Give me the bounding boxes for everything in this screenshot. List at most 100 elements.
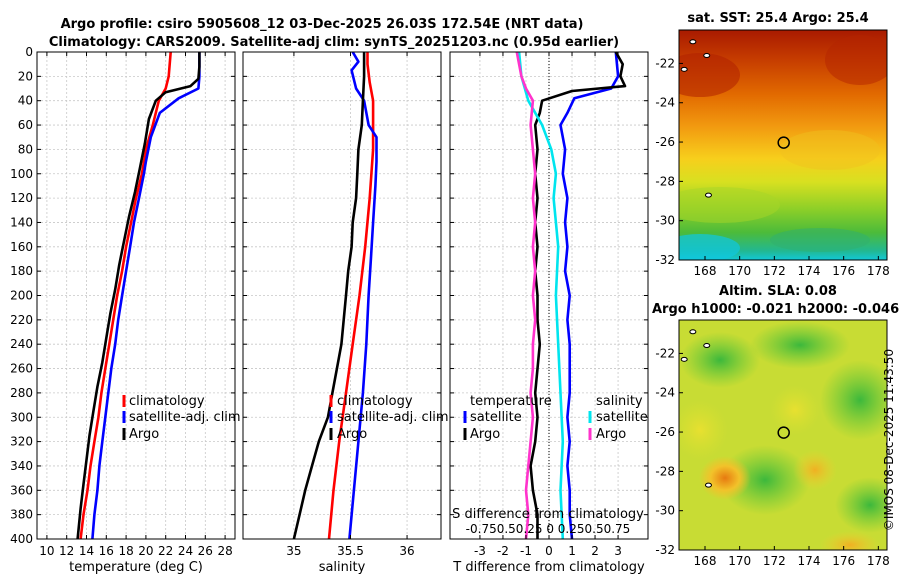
legend-satellite: satellite-adj. clim bbox=[129, 410, 241, 425]
island-marker bbox=[703, 53, 711, 59]
series-t-satellite bbox=[559, 51, 620, 540]
x-tick-label: -2 bbox=[497, 544, 509, 558]
legend-s-satellite: satellite bbox=[596, 410, 648, 425]
sla-high-anomaly bbox=[679, 400, 728, 460]
sst-warm-patch bbox=[825, 35, 887, 85]
sla-low-anomaly bbox=[750, 321, 850, 369]
series-argo bbox=[292, 52, 366, 540]
y-tick-label: 340 bbox=[10, 459, 33, 473]
x-tick-label: 174 bbox=[798, 554, 821, 568]
sla-map-subtitle: Argo h1000: -0.021 h2000: -0.046 bbox=[652, 302, 899, 317]
y-tick-label: -26 bbox=[655, 135, 675, 149]
s-difference-ticklabels: -0.750.50.25 0 0.250.50.75 bbox=[466, 522, 631, 536]
legend-climatology: climatology bbox=[129, 394, 205, 409]
y-tick-label: 280 bbox=[10, 386, 33, 400]
x-tick-label: 20 bbox=[138, 544, 153, 558]
island-marker bbox=[689, 329, 697, 335]
x-tick-label: 0 bbox=[545, 544, 553, 558]
legend-s-argo: Argo bbox=[596, 427, 626, 442]
legend-argo: Argo bbox=[337, 427, 367, 442]
y-tick-label: -30 bbox=[655, 214, 675, 228]
salinity-panel: 35 35.5 36 salinity bbox=[242, 51, 442, 575]
x-axis-label: temperature (deg C) bbox=[69, 560, 203, 575]
sla-high-anomaly bbox=[770, 385, 820, 435]
x-tick-label: 172 bbox=[763, 264, 786, 278]
series-t-argo bbox=[529, 51, 627, 539]
legend-temperature-title: temperature bbox=[470, 394, 552, 409]
y-tick-label: 180 bbox=[10, 264, 33, 278]
sla-low-anomaly bbox=[835, 477, 887, 533]
x-tick-label: 174 bbox=[798, 264, 821, 278]
sst-green-patch bbox=[679, 187, 780, 223]
sst-yellow-patch bbox=[780, 130, 880, 170]
sst-warm-patch bbox=[679, 53, 740, 97]
legend-t-satellite: satellite bbox=[470, 410, 522, 425]
sst-map-title: sat. SST: 25.4 Argo: 25.4 bbox=[687, 11, 868, 26]
temperature-legend: climatology satellite-adj. clim Argo bbox=[122, 394, 241, 442]
y-tick-label: 140 bbox=[10, 215, 33, 229]
x-tick-label: 35.5 bbox=[337, 544, 364, 558]
series-satellite-adj-clim bbox=[348, 51, 378, 540]
x-tick-label: 176 bbox=[832, 264, 855, 278]
sst-map-axes: 168 170 172 174 176 178 -22 -24 -26 -28 -30 -32 bbox=[655, 29, 890, 278]
x-tick-label: 26 bbox=[198, 544, 213, 558]
s-difference-label: S difference from climatology bbox=[452, 507, 644, 522]
sst-cool-patch bbox=[679, 234, 740, 260]
sla-high-anomaly bbox=[793, 450, 837, 490]
sst-map bbox=[679, 30, 887, 260]
timestamp: ©IMOS 08-Dec-2025 11:43:50 bbox=[882, 349, 896, 531]
island-marker bbox=[704, 482, 712, 488]
sla-map-axes: 168 170 172 174 176 178 -22 -24 -26 -28 -30 -32 bbox=[655, 319, 890, 568]
y-tick-label: -22 bbox=[655, 56, 675, 70]
y-tick-label: -32 bbox=[655, 253, 675, 267]
x-tick-label: 170 bbox=[728, 264, 751, 278]
y-tick-label: 60 bbox=[18, 118, 33, 132]
y-tick-label: -22 bbox=[655, 346, 675, 360]
x-tick-label: 35 bbox=[286, 544, 301, 558]
y-tick-label: 380 bbox=[10, 508, 33, 522]
island-marker bbox=[689, 39, 697, 45]
x-tick-label: 36 bbox=[399, 544, 414, 558]
map-frame bbox=[678, 319, 888, 551]
salinity-legend: climatology satellite-adj. clim Argo bbox=[329, 394, 449, 442]
y-tick-label: 300 bbox=[10, 410, 33, 424]
series-climatology bbox=[79, 51, 172, 540]
argo-position-marker bbox=[777, 136, 790, 149]
y-tick-label: 220 bbox=[10, 313, 33, 327]
legend-t-argo: Argo bbox=[470, 427, 500, 442]
x-tick-label: 1 bbox=[568, 544, 576, 558]
y-tick-label: 200 bbox=[10, 289, 33, 303]
y-tick-label: 260 bbox=[10, 362, 33, 376]
difference-legend: temperature satellite Argo salinity sate… bbox=[463, 394, 648, 442]
sst-green-patch bbox=[770, 228, 870, 252]
island-marker bbox=[704, 192, 712, 198]
y-tick-label: 40 bbox=[18, 94, 33, 108]
y-tick-label: 320 bbox=[10, 435, 33, 449]
island-marker bbox=[680, 66, 688, 72]
y-tick-label: -28 bbox=[655, 174, 675, 188]
x-tick-label: 170 bbox=[728, 554, 751, 568]
x-tick-label: 168 bbox=[694, 264, 717, 278]
series-climatology bbox=[327, 52, 375, 540]
series-s-argo bbox=[515, 51, 537, 540]
legend-climatology: climatology bbox=[337, 394, 413, 409]
x-tick-label: -3 bbox=[474, 544, 486, 558]
x-tick-label: -1 bbox=[520, 544, 532, 558]
y-tick-label: 120 bbox=[10, 191, 33, 205]
legend-argo: Argo bbox=[129, 427, 159, 442]
sla-low-anomaly bbox=[820, 360, 887, 440]
island-marker bbox=[680, 356, 688, 362]
argo-position-marker bbox=[777, 426, 790, 439]
island-marker bbox=[703, 343, 711, 349]
y-tick-label: 240 bbox=[10, 337, 33, 351]
sla-map bbox=[679, 320, 887, 550]
y-tick-label: 20 bbox=[18, 69, 33, 83]
y-tick-label: -24 bbox=[655, 96, 675, 110]
x-tick-label: 28 bbox=[217, 544, 232, 558]
x-tick-label: 168 bbox=[694, 554, 717, 568]
x-tick-label: 22 bbox=[158, 544, 173, 558]
difference-panel: -3 -2 -1 0 1 2 3 T difference from climatology bbox=[449, 51, 649, 575]
y-tick-label: -32 bbox=[655, 543, 675, 557]
y-tick-label: 0 bbox=[25, 45, 33, 59]
